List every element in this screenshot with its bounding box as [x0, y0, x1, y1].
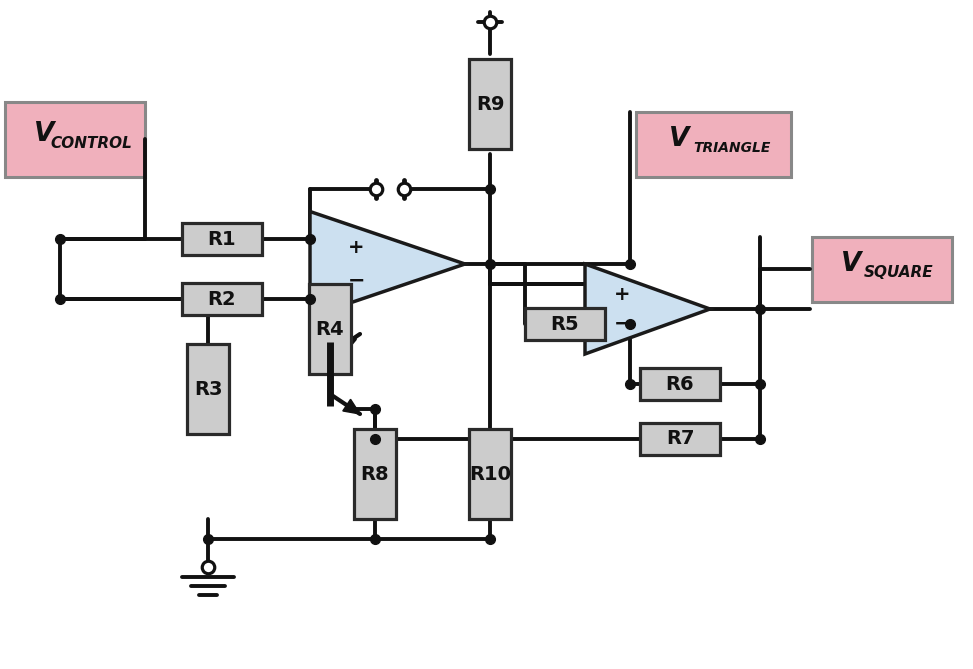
Polygon shape [342, 399, 360, 414]
Text: R5: R5 [551, 314, 579, 334]
Text: −: − [347, 271, 365, 291]
FancyBboxPatch shape [469, 59, 511, 149]
Text: R6: R6 [666, 375, 695, 393]
Text: R4: R4 [315, 320, 344, 339]
FancyBboxPatch shape [182, 283, 262, 315]
FancyBboxPatch shape [469, 429, 511, 519]
Text: R10: R10 [469, 464, 511, 484]
Text: TRIANGLE: TRIANGLE [693, 141, 771, 155]
Text: V: V [841, 252, 861, 278]
Text: −: − [614, 313, 631, 333]
Text: R8: R8 [361, 464, 389, 484]
FancyBboxPatch shape [525, 308, 605, 340]
FancyBboxPatch shape [187, 344, 229, 434]
FancyBboxPatch shape [5, 102, 145, 177]
FancyBboxPatch shape [309, 284, 351, 374]
Text: R3: R3 [194, 379, 222, 399]
Text: R9: R9 [476, 94, 504, 114]
Text: V: V [34, 120, 54, 147]
FancyBboxPatch shape [640, 423, 720, 455]
Text: +: + [614, 285, 631, 304]
Text: R1: R1 [207, 229, 236, 248]
Text: SQUARE: SQUARE [864, 266, 934, 280]
Text: V: V [668, 126, 689, 153]
FancyBboxPatch shape [182, 223, 262, 255]
Text: R2: R2 [207, 290, 236, 308]
Polygon shape [585, 264, 710, 354]
FancyBboxPatch shape [635, 112, 790, 177]
Polygon shape [310, 211, 465, 316]
FancyBboxPatch shape [812, 237, 952, 302]
Text: +: + [348, 237, 365, 257]
FancyBboxPatch shape [640, 368, 720, 400]
Text: CONTROL: CONTROL [51, 136, 132, 151]
FancyBboxPatch shape [354, 429, 396, 519]
Text: R7: R7 [666, 429, 695, 448]
